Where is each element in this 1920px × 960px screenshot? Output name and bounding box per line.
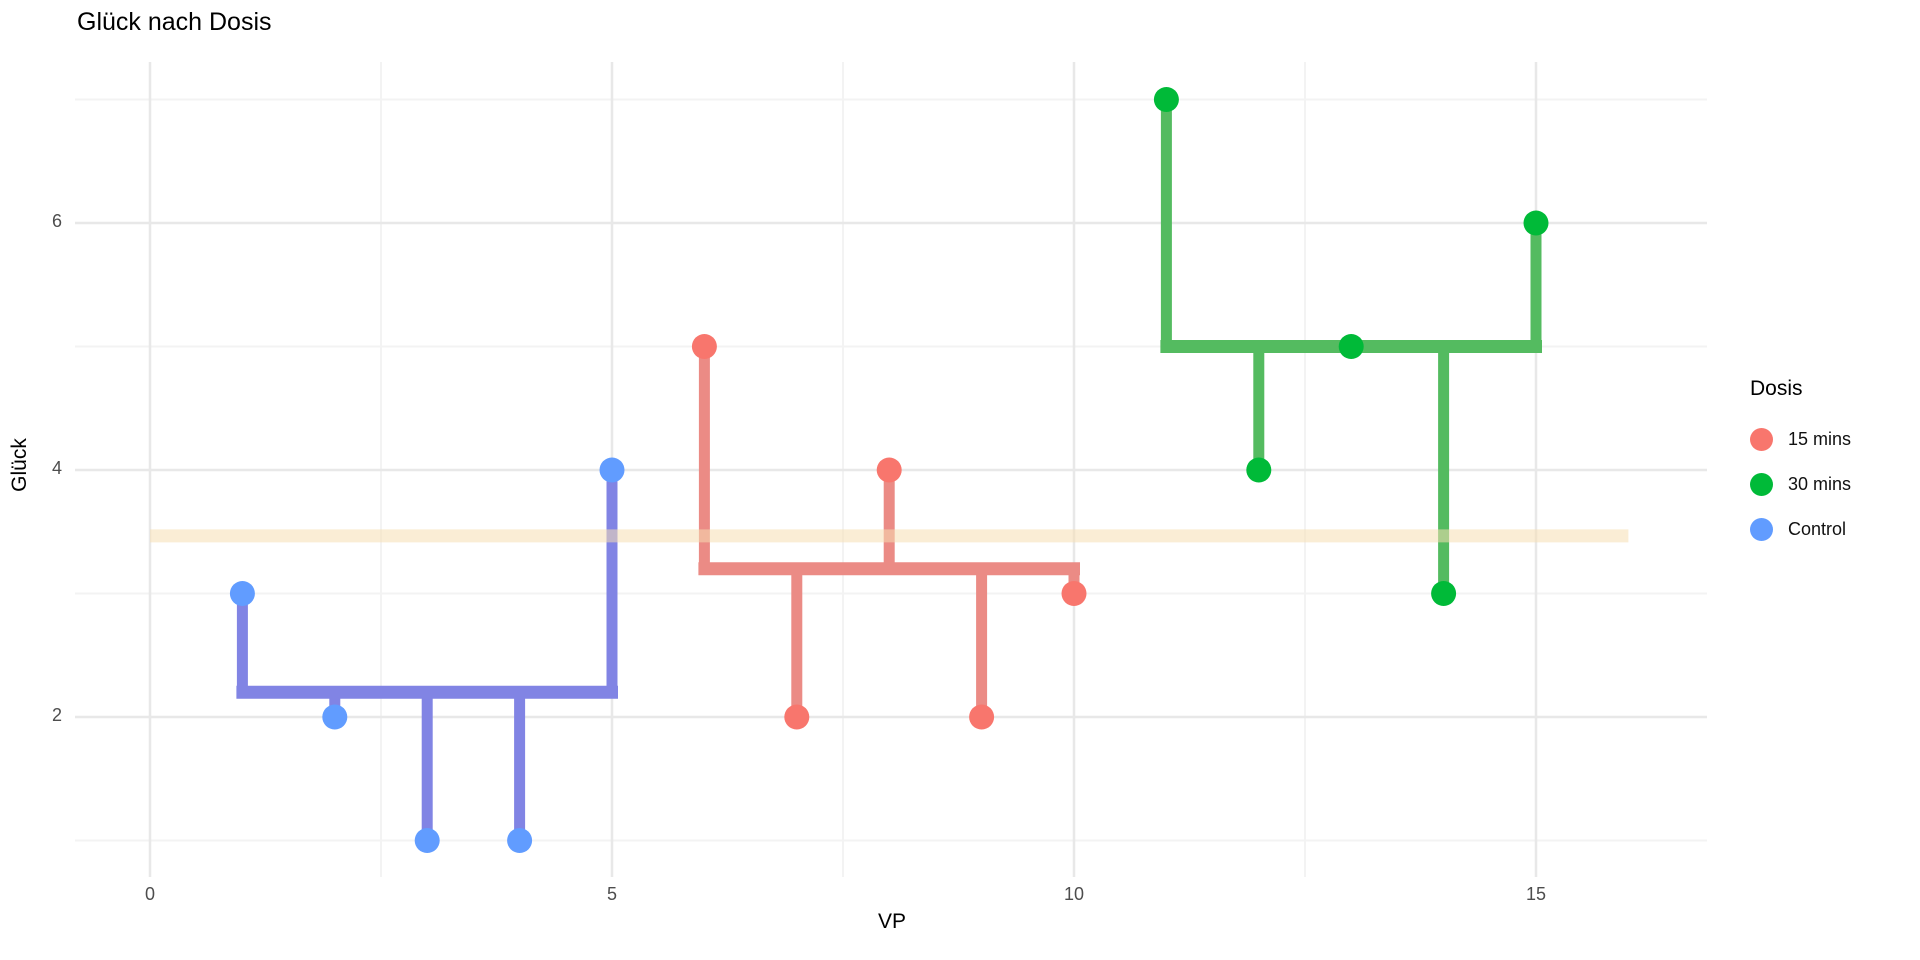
data-point <box>1153 87 1179 112</box>
data-point <box>322 704 348 730</box>
data-point <box>507 828 533 853</box>
legend-label: Control <box>1788 519 1847 539</box>
legend: Dosis 15 mins 30 mins Control <box>1750 377 1851 552</box>
chart-title: Glück nach Dosis <box>77 8 272 36</box>
y-tick-label: 4 <box>51 458 62 478</box>
y-tick-label: 6 <box>51 211 62 231</box>
legend-entries: 15 mins 30 mins Control <box>1750 417 1851 552</box>
data-point <box>1246 457 1272 483</box>
x-tick-label: 5 <box>606 884 617 904</box>
data-point <box>969 704 995 730</box>
y-tick-label: 2 <box>51 705 62 725</box>
data-point <box>691 334 717 359</box>
data-point <box>414 828 440 853</box>
x-tick-label: 15 <box>1525 884 1547 904</box>
x-axis-title: VP <box>877 910 906 933</box>
legend-label: 15 mins <box>1788 429 1852 449</box>
data-point <box>784 704 810 730</box>
legend-entry: 30 mins <box>1750 462 1851 507</box>
data-point <box>1338 334 1364 359</box>
legend-title: Dosis <box>1750 377 1803 400</box>
legend-entry: 15 mins <box>1750 417 1851 462</box>
data-point <box>1523 210 1549 236</box>
data-point <box>1431 581 1457 606</box>
legend-key-circle <box>1750 518 1773 541</box>
legend-key-circle <box>1750 473 1773 496</box>
x-tick-label: 0 <box>144 884 155 904</box>
data-point <box>599 457 625 483</box>
legend-label: 30 mins <box>1788 474 1852 494</box>
data-point <box>229 581 255 606</box>
data-point <box>1061 581 1087 606</box>
legend-key-circle <box>1750 428 1773 451</box>
data-point <box>876 457 902 483</box>
x-tick-label: 10 <box>1063 884 1085 904</box>
legend-entry: Control <box>1750 507 1851 552</box>
